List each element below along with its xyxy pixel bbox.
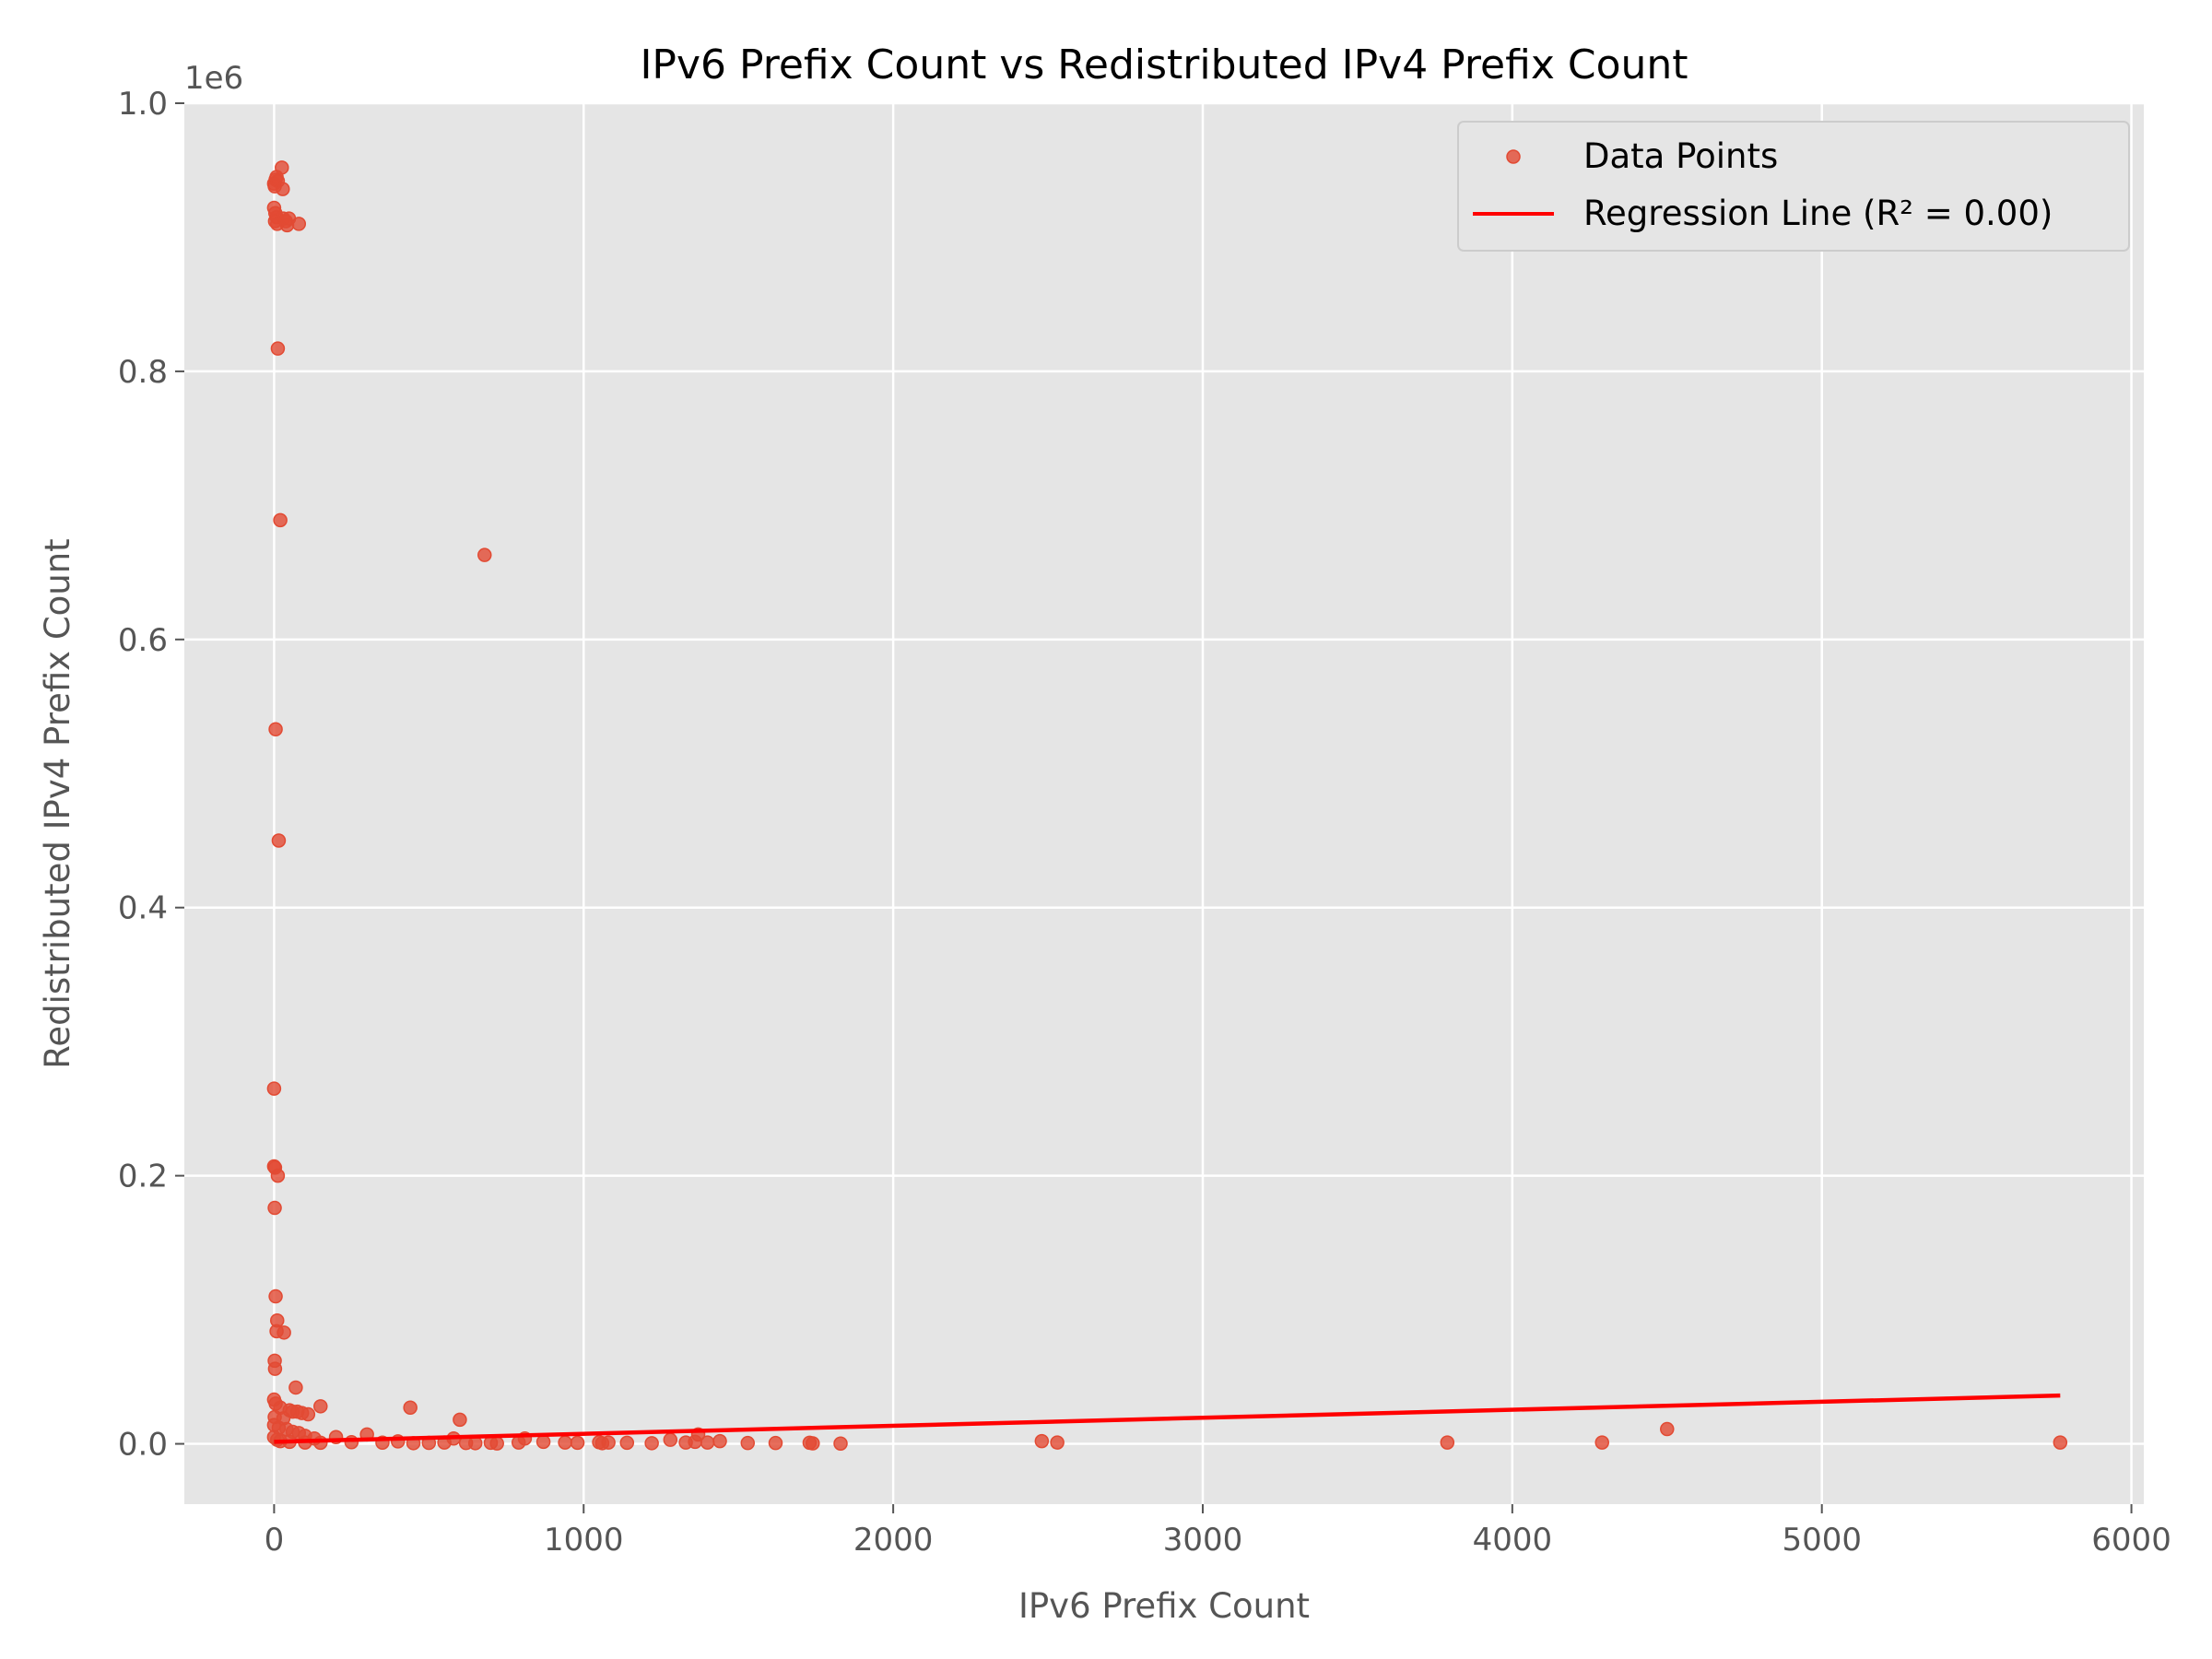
regression-line-group: [274, 1393, 2061, 1444]
data-point: [268, 722, 283, 737]
data-point: [300, 1406, 316, 1422]
y-tick-label: 0.4: [118, 890, 168, 927]
data-point: [291, 217, 307, 231]
y-tick-label: 0.8: [118, 354, 168, 391]
axis-ticks: 0 1000 2000 3000 4000 5000 6000 0.0 0.2 0.4 0.6 0.8…: [118, 86, 2171, 1559]
data-point: [619, 1435, 635, 1451]
data-point: [570, 1435, 585, 1451]
x-tick-label: 2000: [853, 1522, 934, 1559]
chart-title: IPv6 Prefix Count vs Redistributed IPv4 …: [640, 41, 1688, 88]
data-point: [1050, 1435, 1065, 1450]
data-point: [2053, 1435, 2068, 1450]
data-point: [1440, 1435, 1455, 1450]
data-point: [1034, 1433, 1050, 1449]
data-point: [271, 833, 287, 848]
data-point: [276, 182, 290, 196]
data-point: [403, 1400, 418, 1416]
y-axis-offset-label: 1e6: [184, 60, 243, 97]
data-point: [1660, 1421, 1675, 1437]
data-point: [712, 1433, 727, 1449]
data-point: [453, 1412, 467, 1428]
data-point: [601, 1435, 616, 1450]
data-point: [477, 547, 492, 562]
legend-label-data-points: Data Points: [1583, 136, 1778, 176]
data-point: [833, 1436, 848, 1452]
x-tick-label: 6000: [2091, 1522, 2171, 1559]
data-point: [270, 1168, 286, 1183]
y-tick-label: 0.6: [118, 622, 168, 659]
y-tick-label: 0.0: [118, 1427, 168, 1464]
data-point: [1594, 1435, 1609, 1450]
data-point: [273, 512, 288, 528]
data-point: [489, 1436, 504, 1451]
data-point: [558, 1435, 572, 1450]
y-axis-label: Redistributed IPv4 Prefix Count: [38, 538, 77, 1068]
data-point: [267, 1361, 283, 1376]
data-point: [275, 160, 289, 175]
data-point: [768, 1435, 783, 1451]
x-tick-label: 3000: [1163, 1522, 1243, 1559]
legend-label-regression-line: Regression Line (R² = 0.00): [1583, 194, 2053, 233]
data-point: [268, 1288, 283, 1304]
data-point: [806, 1436, 820, 1451]
data-point: [288, 1380, 303, 1395]
legend: Data Points Regression Line (R² = 0.00): [1457, 121, 2130, 252]
data-point: [266, 1081, 282, 1096]
data-point: [276, 1325, 291, 1340]
data-point: [267, 1200, 282, 1216]
legend-marker-data-points: [1506, 149, 1521, 164]
data-point: [700, 1435, 715, 1450]
data-point: [270, 341, 286, 356]
x-tick-label: 1000: [544, 1522, 624, 1559]
x-tick-label: 4000: [1473, 1522, 1553, 1559]
data-point: [535, 1434, 551, 1450]
legend-box: [1457, 121, 2130, 252]
x-tick-label: 0: [265, 1522, 285, 1559]
y-tick-label: 0.2: [118, 1159, 168, 1195]
data-point: [644, 1436, 659, 1451]
data-point: [740, 1435, 756, 1451]
y-tick-label: 1.0: [118, 86, 168, 123]
regression-line: [274, 1393, 2061, 1444]
x-axis-label: IPv6 Prefix Count: [1018, 1586, 1310, 1626]
data-point: [663, 1432, 678, 1447]
data-point: [313, 1399, 328, 1414]
plot-background: [184, 103, 2144, 1504]
x-tick-label: 5000: [1782, 1522, 1862, 1559]
grid-lines: [184, 101, 2144, 1504]
